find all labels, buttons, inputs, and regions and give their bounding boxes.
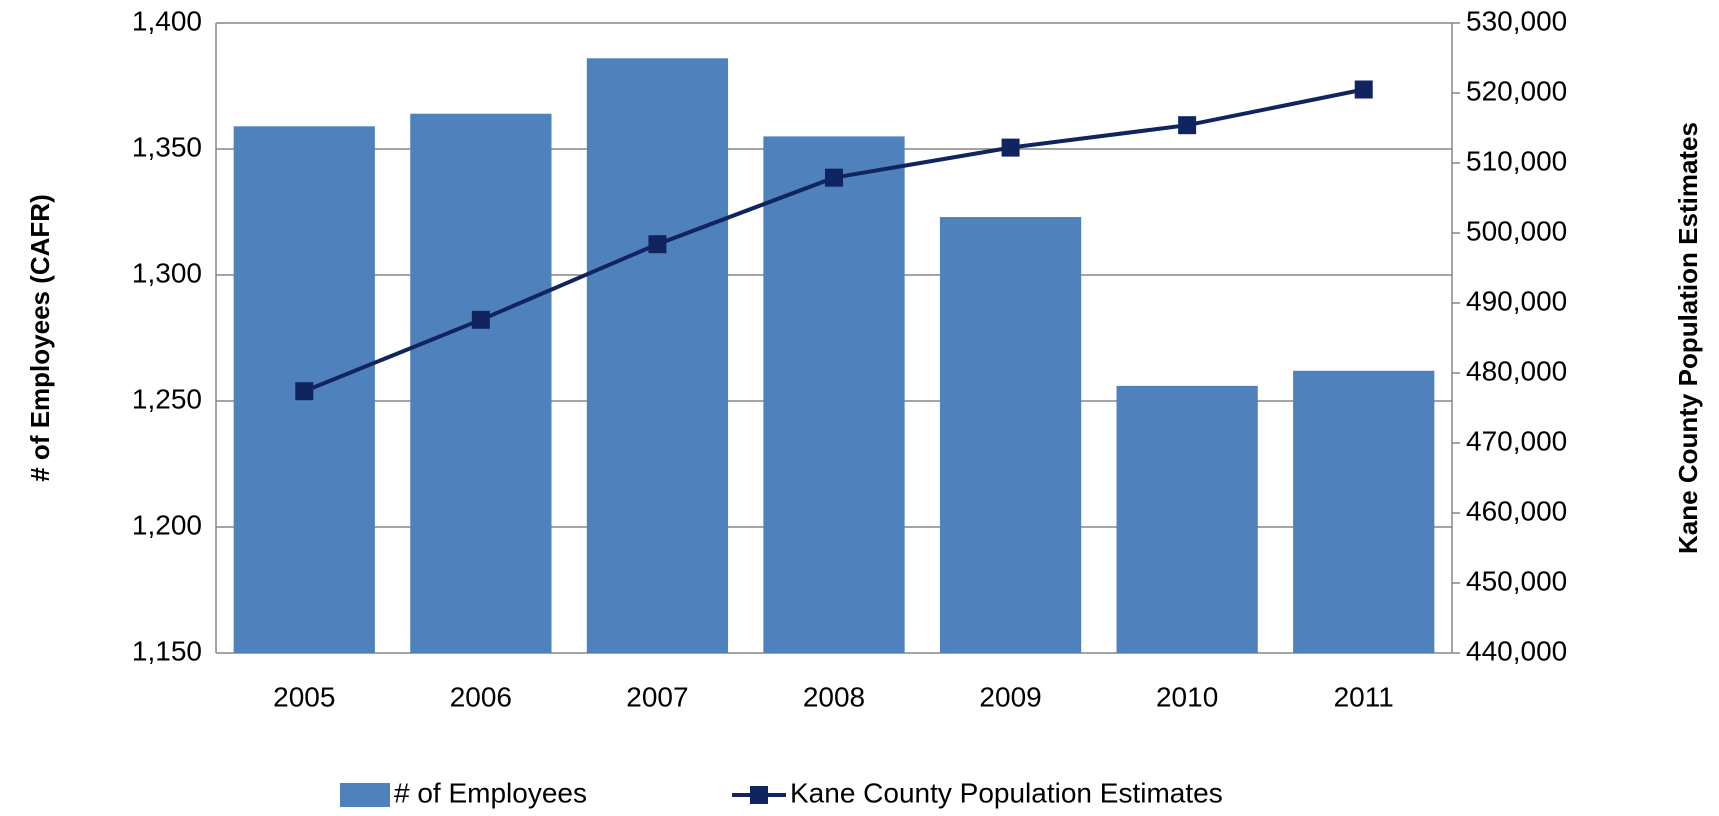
x-tick-label: 2010 <box>1156 681 1218 712</box>
y2-tick-label: 470,000 <box>1466 425 1567 456</box>
y-tick-label: 1,150 <box>132 635 202 666</box>
y2-tick-label: 490,000 <box>1466 285 1567 316</box>
x-tick-label: 2006 <box>450 681 512 712</box>
y-tick-label: 1,350 <box>132 131 202 162</box>
bar <box>939 217 1082 654</box>
y2-tick-label: 500,000 <box>1466 215 1567 246</box>
line-marker <box>1178 116 1197 135</box>
y2-tick-label: 450,000 <box>1466 565 1567 596</box>
line-marker <box>825 168 843 187</box>
line-marker <box>295 382 314 401</box>
legend-label: # of Employees <box>394 777 587 808</box>
bar <box>763 136 905 653</box>
legend-swatch <box>340 783 390 807</box>
x-tick-label: 2009 <box>979 681 1041 712</box>
bar <box>1293 370 1435 653</box>
line-marker <box>648 235 667 254</box>
x-tick-label: 2005 <box>273 681 335 712</box>
y2-tick-label: 520,000 <box>1466 75 1567 106</box>
legend-label: Kane County Population Estimates <box>790 777 1223 808</box>
bar <box>410 113 552 654</box>
legend-marker <box>750 786 768 804</box>
y-tick-label: 1,200 <box>132 509 202 540</box>
x-tick-label: 2008 <box>803 681 865 712</box>
y2-axis-title: Kane County Population Estimates <box>1673 122 1703 554</box>
y-axis-title: # of Employees (CAFR) <box>25 194 55 482</box>
y2-tick-label: 510,000 <box>1466 145 1567 176</box>
y-tick-label: 1,300 <box>132 257 202 288</box>
y-tick-label: 1,400 <box>132 5 202 36</box>
line-marker <box>1001 138 1020 157</box>
bar <box>1116 385 1258 653</box>
y2-tick-label: 530,000 <box>1466 5 1567 36</box>
line-marker <box>1354 80 1373 99</box>
x-tick-label: 2011 <box>1334 681 1394 712</box>
y2-tick-label: 460,000 <box>1466 495 1567 526</box>
x-tick-label: 2007 <box>626 681 688 712</box>
y2-tick-label: 480,000 <box>1466 355 1567 386</box>
line-marker <box>471 310 490 329</box>
y-tick-label: 1,250 <box>132 383 202 414</box>
bar <box>586 58 729 653</box>
y2-tick-label: 440,000 <box>1466 635 1567 666</box>
